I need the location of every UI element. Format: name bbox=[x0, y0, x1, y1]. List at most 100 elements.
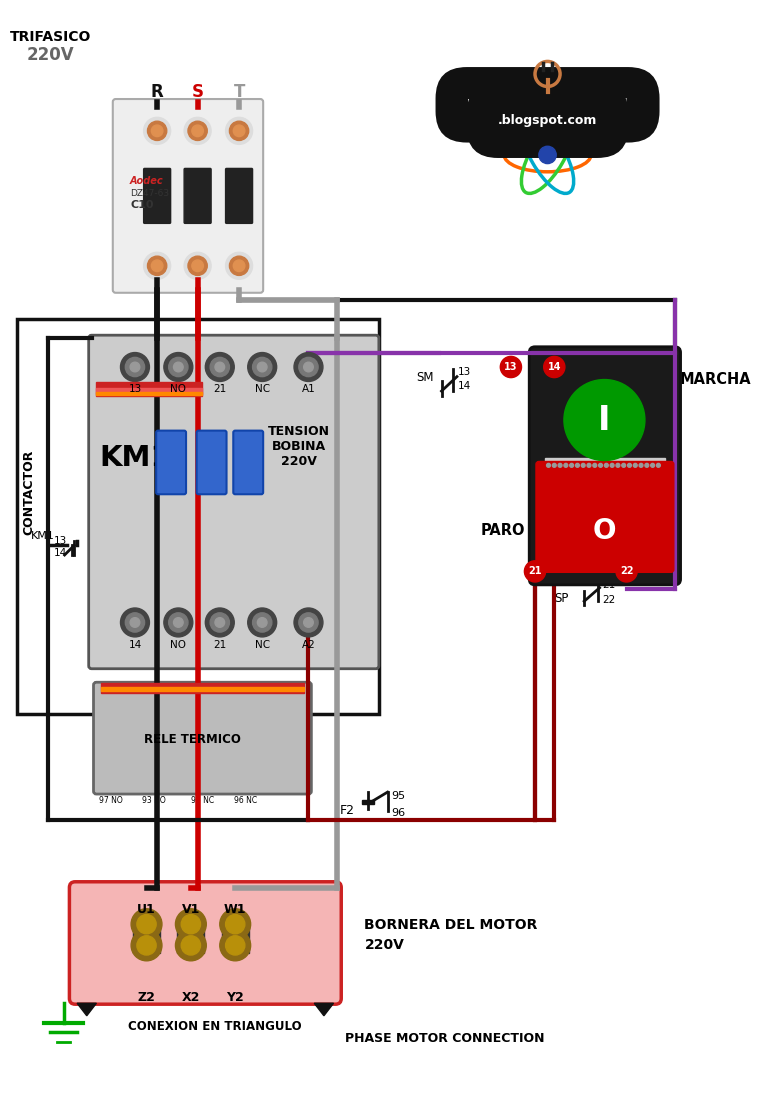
Text: Z2: Z2 bbox=[138, 990, 156, 1004]
Circle shape bbox=[144, 118, 171, 144]
FancyBboxPatch shape bbox=[197, 430, 226, 495]
Bar bbox=[222, 926, 249, 953]
FancyBboxPatch shape bbox=[226, 169, 252, 223]
Circle shape bbox=[558, 374, 651, 466]
Bar bbox=[363, 800, 374, 804]
Circle shape bbox=[137, 915, 156, 934]
Text: NO: NO bbox=[170, 385, 186, 395]
Circle shape bbox=[539, 146, 556, 164]
Circle shape bbox=[184, 118, 211, 144]
Circle shape bbox=[147, 256, 166, 275]
Circle shape bbox=[192, 125, 204, 136]
Polygon shape bbox=[77, 1004, 97, 1016]
FancyBboxPatch shape bbox=[112, 99, 263, 293]
Text: MARCHA: MARCHA bbox=[679, 372, 751, 387]
Text: NO: NO bbox=[170, 640, 186, 650]
Circle shape bbox=[184, 252, 211, 279]
Circle shape bbox=[130, 363, 140, 372]
Circle shape bbox=[252, 613, 272, 632]
FancyBboxPatch shape bbox=[184, 169, 211, 223]
Circle shape bbox=[294, 608, 323, 637]
Circle shape bbox=[211, 357, 230, 377]
Circle shape bbox=[610, 464, 614, 467]
Text: RELE TERMICO: RELE TERMICO bbox=[144, 733, 241, 746]
Circle shape bbox=[125, 357, 144, 377]
Bar bbox=[101, 688, 304, 691]
Text: 13: 13 bbox=[54, 536, 68, 546]
Circle shape bbox=[121, 608, 150, 637]
Circle shape bbox=[628, 464, 632, 467]
FancyBboxPatch shape bbox=[93, 682, 312, 794]
Text: 14: 14 bbox=[547, 362, 561, 372]
Circle shape bbox=[593, 464, 597, 467]
Circle shape bbox=[220, 908, 251, 939]
Text: 96 NC: 96 NC bbox=[234, 796, 258, 805]
Circle shape bbox=[570, 464, 574, 467]
Text: SM: SM bbox=[416, 370, 434, 384]
Text: DZ47-63: DZ47-63 bbox=[130, 190, 169, 199]
Text: 13: 13 bbox=[128, 385, 141, 395]
Circle shape bbox=[188, 256, 207, 275]
Circle shape bbox=[304, 618, 313, 628]
Circle shape bbox=[137, 936, 156, 955]
FancyBboxPatch shape bbox=[69, 882, 341, 1004]
Text: 97 NO: 97 NO bbox=[99, 796, 122, 805]
Circle shape bbox=[173, 363, 183, 372]
Text: CONTACTOR: CONTACTOR bbox=[22, 449, 36, 535]
Circle shape bbox=[645, 464, 649, 467]
Text: 21: 21 bbox=[213, 385, 226, 395]
Text: I: I bbox=[598, 404, 611, 437]
Circle shape bbox=[604, 464, 608, 467]
FancyBboxPatch shape bbox=[89, 335, 378, 669]
Circle shape bbox=[524, 561, 546, 582]
Circle shape bbox=[215, 363, 225, 372]
Circle shape bbox=[500, 356, 521, 377]
Text: CONEXION EN TRIANGULO: CONEXION EN TRIANGULO bbox=[128, 1019, 302, 1032]
Text: 22: 22 bbox=[603, 596, 616, 606]
Circle shape bbox=[294, 353, 323, 381]
Text: 95 NC: 95 NC bbox=[191, 796, 214, 805]
Circle shape bbox=[215, 618, 225, 628]
Text: V1: V1 bbox=[182, 903, 200, 916]
Circle shape bbox=[205, 608, 234, 637]
Circle shape bbox=[226, 118, 252, 144]
Circle shape bbox=[173, 618, 183, 628]
Text: Esquemasyelectricidad: Esquemasyelectricidad bbox=[467, 99, 629, 111]
Circle shape bbox=[176, 930, 206, 960]
Circle shape bbox=[164, 353, 193, 381]
Circle shape bbox=[176, 908, 206, 939]
Text: PARO: PARO bbox=[481, 523, 525, 538]
Circle shape bbox=[622, 464, 625, 467]
Circle shape bbox=[226, 915, 245, 934]
Circle shape bbox=[144, 252, 171, 279]
Circle shape bbox=[299, 613, 318, 632]
Circle shape bbox=[575, 464, 579, 467]
Text: KM1: KM1 bbox=[31, 531, 55, 541]
Circle shape bbox=[581, 464, 585, 467]
Circle shape bbox=[587, 464, 591, 467]
Circle shape bbox=[226, 936, 245, 955]
FancyBboxPatch shape bbox=[156, 430, 186, 495]
Circle shape bbox=[151, 260, 163, 272]
Circle shape bbox=[226, 252, 252, 279]
Circle shape bbox=[558, 464, 562, 467]
Circle shape bbox=[553, 464, 556, 467]
Circle shape bbox=[151, 125, 163, 136]
Circle shape bbox=[657, 464, 660, 467]
Text: 95: 95 bbox=[391, 791, 406, 801]
Bar bbox=[97, 388, 202, 394]
Circle shape bbox=[299, 357, 318, 377]
Text: SP: SP bbox=[554, 591, 568, 604]
Circle shape bbox=[233, 125, 245, 136]
Text: 13: 13 bbox=[504, 362, 518, 372]
Circle shape bbox=[233, 260, 245, 272]
Text: BORNERA DEL MOTOR: BORNERA DEL MOTOR bbox=[364, 918, 538, 933]
Circle shape bbox=[616, 464, 620, 467]
Polygon shape bbox=[314, 1004, 334, 1016]
Text: 22: 22 bbox=[620, 567, 633, 577]
Bar bbox=[97, 383, 202, 396]
Circle shape bbox=[564, 379, 645, 460]
Circle shape bbox=[599, 464, 603, 467]
Text: KM1: KM1 bbox=[99, 444, 171, 472]
Circle shape bbox=[543, 356, 565, 377]
